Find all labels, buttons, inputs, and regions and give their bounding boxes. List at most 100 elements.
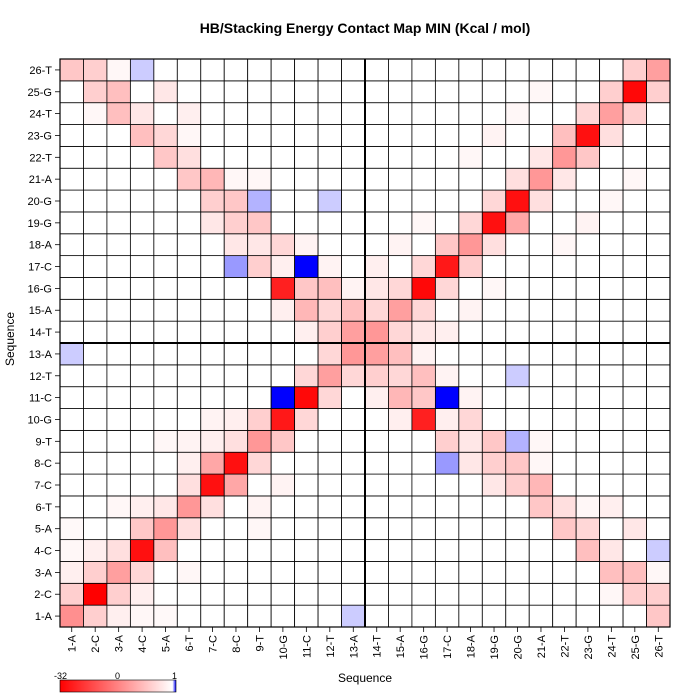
heatmap-cell — [364, 277, 389, 300]
heatmap-cell — [388, 189, 413, 213]
heatmap-cell — [176, 189, 202, 213]
heatmap-cell — [599, 320, 624, 344]
heatmap-cell — [646, 495, 671, 519]
heatmap-cell — [434, 582, 460, 606]
heatmap-cell — [646, 145, 671, 169]
y-tick-label: 5-A — [35, 524, 53, 536]
heatmap-cell — [59, 80, 84, 104]
heatmap-cell — [481, 429, 507, 453]
heatmap-cell — [317, 342, 342, 366]
heatmap-cell — [528, 255, 554, 278]
heatmap-cell — [434, 473, 460, 497]
heatmap-cell — [129, 124, 155, 147]
heatmap-cell — [270, 364, 296, 388]
x-tick-label: 12-T — [325, 635, 337, 658]
heatmap-cell — [599, 298, 624, 322]
y-tick-label: 16-G — [28, 283, 52, 295]
heatmap-cell — [294, 189, 319, 213]
heatmap-cell — [458, 473, 483, 497]
heatmap-cell — [200, 255, 225, 278]
heatmap-cell — [411, 495, 436, 519]
heatmap-cell — [270, 495, 296, 519]
heatmap-cell — [247, 473, 272, 497]
plot-frame — [59, 58, 671, 628]
heatmap-cell — [294, 255, 319, 278]
heatmap-cell — [106, 189, 131, 213]
heatmap-cell — [341, 255, 366, 278]
x-tick-label: 9-T — [254, 635, 266, 652]
heatmap-cell — [106, 255, 131, 278]
heatmap-cell — [59, 582, 84, 606]
heatmap-cell — [153, 539, 178, 562]
heatmap-cell — [552, 364, 577, 388]
heatmap-cell — [411, 386, 436, 409]
y-tick-label: 12-T — [29, 371, 52, 383]
heatmap-cell — [317, 473, 342, 497]
heatmap-cell — [341, 102, 366, 125]
heatmap-cell — [646, 102, 671, 125]
heatmap-cell — [622, 451, 647, 475]
heatmap-cell — [434, 189, 460, 213]
heatmap-cell — [434, 495, 460, 519]
heatmap-cell — [200, 298, 225, 322]
heatmap-cell — [646, 517, 671, 541]
heatmap-cell — [270, 604, 296, 628]
heatmap-cell — [528, 495, 554, 519]
heatmap-cell — [411, 539, 436, 562]
heatmap-cell — [83, 255, 108, 278]
heatmap-cell — [411, 58, 436, 82]
heatmap-cell — [294, 277, 319, 300]
heatmap-cell — [552, 233, 577, 257]
heatmap-cell — [388, 604, 413, 628]
heatmap-cell — [575, 495, 601, 519]
y-tick-label: 22-T — [29, 152, 52, 164]
heatmap-cell — [528, 473, 554, 497]
heatmap-cell — [364, 167, 389, 191]
heatmap-cell — [294, 386, 319, 409]
heatmap-cell — [83, 364, 108, 388]
heatmap-cell — [153, 364, 178, 388]
heatmap-cell — [434, 320, 460, 344]
heatmap-cell — [200, 495, 225, 519]
heatmap-cell — [622, 211, 647, 235]
heatmap-cell — [294, 124, 319, 147]
heatmap-cell — [270, 561, 296, 584]
colorbar-max-label: 1 — [172, 671, 178, 681]
heatmap-cell — [270, 124, 296, 147]
heatmap-cell — [434, 539, 460, 562]
heatmap-cell — [247, 386, 272, 409]
heatmap-cell — [528, 80, 554, 104]
heatmap-cell — [481, 277, 507, 300]
heatmap-cell — [434, 124, 460, 147]
heatmap-cell — [575, 364, 601, 388]
heatmap-cell — [505, 167, 530, 191]
heatmap-cell — [294, 102, 319, 125]
heatmap-cell — [317, 582, 342, 606]
heatmap-cell — [411, 255, 436, 278]
heatmap-cell — [247, 189, 272, 213]
heatmap-cell — [434, 233, 460, 257]
heatmap-cell — [599, 58, 624, 82]
heatmap-cell — [481, 342, 507, 366]
x-tick-label: 21-A — [536, 634, 548, 658]
heatmap-cell — [200, 124, 225, 147]
heatmap-cell — [575, 211, 601, 235]
heatmap-cell — [106, 386, 131, 409]
heatmap-cell — [200, 320, 225, 344]
heatmap-cell — [83, 277, 108, 300]
heatmap-cell — [247, 58, 272, 82]
heatmap-cell — [223, 145, 249, 169]
heatmap-cell — [129, 539, 155, 562]
heatmap-cell — [83, 539, 108, 562]
heatmap-cell — [481, 495, 507, 519]
heatmap-cell — [552, 429, 577, 453]
y-tick-label: 13-A — [29, 349, 53, 361]
heatmap-cell — [646, 386, 671, 409]
heatmap-cell — [622, 233, 647, 257]
x-tick-label: 16-G — [419, 635, 431, 659]
heatmap-cell — [200, 429, 225, 453]
heatmap-cell — [388, 80, 413, 104]
heatmap-cell — [223, 517, 249, 541]
y-tick-label: 4-C — [34, 546, 52, 558]
heatmap-cell — [59, 124, 84, 147]
